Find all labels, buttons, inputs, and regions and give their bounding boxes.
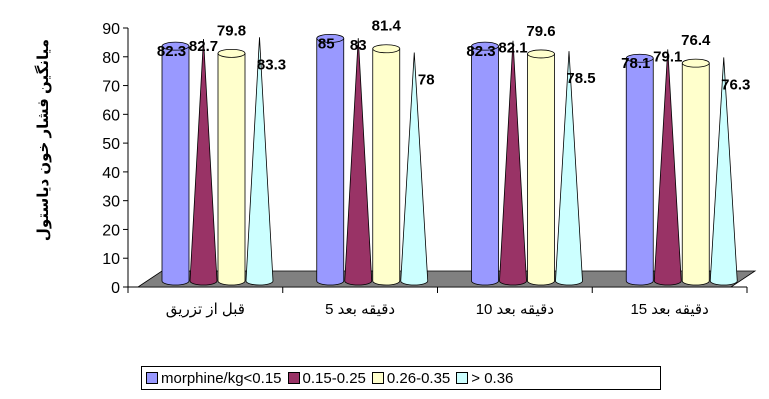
bar-1-2: [316, 33, 345, 286]
legend-label-1: morphine/kg<0.15: [161, 369, 282, 387]
chart-bars: [161, 33, 738, 286]
x-tick-label: دقیقه بعد 15: [630, 301, 708, 318]
legend-swatch-1: [146, 372, 158, 384]
bar-3-4: [681, 58, 710, 286]
y-tick-label: 60: [102, 107, 120, 124]
legend-item-4: > 0.36: [456, 370, 513, 387]
legend-swatch-2: [287, 372, 300, 384]
x-tick-label: دقیقه بعد 5: [325, 301, 395, 318]
bar-1-1: [161, 41, 190, 286]
data-label-3-4: 76.4: [681, 32, 711, 49]
legend-swatch-4: [456, 372, 469, 384]
data-label-2-2: 83: [350, 37, 367, 54]
data-label-2-3: 82.1: [498, 40, 527, 57]
legend-item-1: morphine/kg<0.15: [146, 370, 282, 387]
y-tick-label: 10: [102, 251, 120, 268]
x-tick-label: دقیقه بعد 10: [476, 301, 554, 318]
data-label-1-4: 78.1: [621, 55, 650, 72]
legend: morphine/kg<0.15 0.15-0.25 0.26-0.35 > 0…: [141, 366, 661, 390]
bar-2-3: [499, 40, 527, 286]
y-tick-label: 50: [102, 136, 120, 153]
legend-swatch-3: [371, 372, 384, 384]
bar-2-1: [189, 38, 218, 286]
chart-floor: [136, 270, 757, 288]
y-tick-label: 80: [102, 50, 120, 67]
bar-3-1: [217, 48, 246, 286]
y-tick-label: 90: [102, 21, 120, 38]
bar-4-2: [400, 52, 429, 286]
bar-1-3: [471, 41, 499, 286]
legend-item-3: 0.26-0.35: [371, 369, 451, 387]
data-label-4-4: 76.3: [721, 76, 750, 93]
bar-2-4: [653, 49, 682, 286]
y-tick-label: 20: [102, 222, 120, 239]
data-label-3-3: 79.6: [526, 23, 555, 40]
data-label-2-1: 82.7: [189, 38, 218, 55]
bar-4-3: [555, 51, 583, 286]
chart-axes: 0 10 20 30 40 50 60 70 80 90 قبل از تزریق دقیقه بعد…: [102, 21, 748, 318]
y-tick-label: 0: [111, 280, 120, 297]
chart-floor-layer: [136, 270, 757, 288]
x-tick-label: قبل از تزریق: [166, 301, 245, 318]
data-label-1-1: 82.3: [157, 43, 186, 60]
bar-3-3: [527, 49, 555, 286]
y-tick-label: 70: [102, 79, 120, 96]
legend-label-4: > 0.36: [471, 369, 514, 387]
y-tick-label: 30: [102, 194, 120, 211]
y-axis-label: میانگین فشار خون دیاستول: [34, 39, 52, 241]
data-label-3-2: 81.4: [372, 18, 402, 35]
data-label-3-1: 79.8: [217, 22, 246, 39]
bar-2-2: [344, 38, 373, 286]
data-label-1-2: 85: [318, 35, 335, 52]
data-label-4-3: 78.5: [566, 70, 595, 87]
bar-3-2: [372, 44, 401, 286]
legend-label-2: 0.15-0.25: [302, 369, 366, 387]
data-label-1-3: 82.3: [466, 43, 495, 60]
bar-4-4: [709, 57, 738, 286]
bar-4-1: [245, 37, 274, 286]
data-label-4-2: 78: [418, 72, 435, 89]
data-label-4-1: 83.3: [257, 56, 286, 73]
bar-1-4: [625, 53, 654, 286]
legend-label-3: 0.26-0.35: [386, 369, 451, 387]
y-tick-label: 40: [102, 165, 120, 182]
legend-item-2: 0.15-0.25: [287, 369, 366, 387]
data-label-2-4: 79.1: [653, 48, 682, 65]
